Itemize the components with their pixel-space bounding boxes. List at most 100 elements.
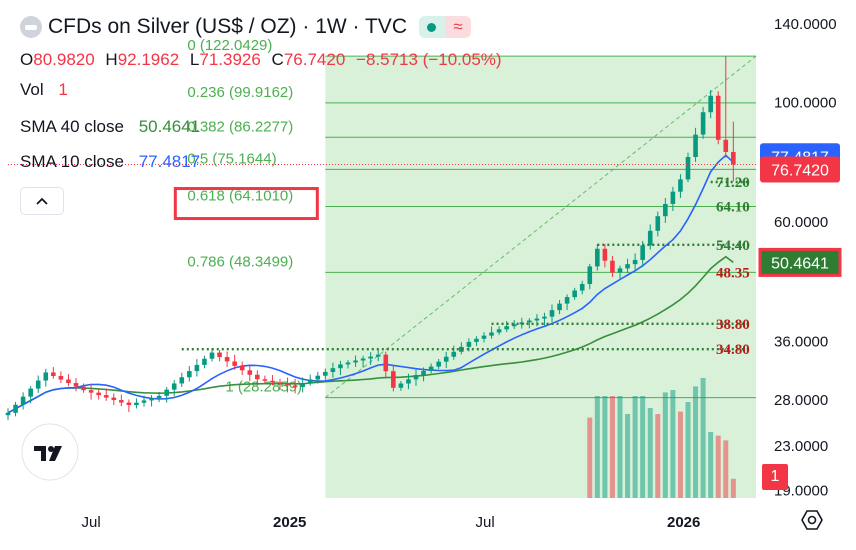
candle-body [360,358,366,361]
scale-mode-badge[interactable]: 1 [762,464,788,490]
candle-body [111,397,117,401]
fib-trendline [325,55,757,398]
candle-body [277,382,283,384]
time-axis-tick: Jul [475,514,494,531]
volume-legend[interactable]: Vol 1 [20,80,68,100]
candle-body [474,338,479,342]
volume-bar [625,414,631,498]
candle-body [564,297,570,304]
candle-body [617,268,623,273]
fib-zone [325,56,756,499]
candle-body [103,395,109,398]
candle-body [255,374,260,380]
candle-body [141,400,147,403]
close-value: 76.7420 [283,50,346,69]
candle-body [202,358,207,365]
candle-body [73,383,79,387]
sma40-legend[interactable]: SMA 40 close 50.4641 [20,117,200,137]
price-badge [760,156,840,183]
sma40-label: SMA 40 close [20,117,124,136]
close-label: C [271,50,284,69]
high-label: H [105,50,118,69]
candle-body [534,318,540,321]
candle-body [632,259,638,265]
sma10-legend[interactable]: SMA 10 close 77.4817 [20,152,200,172]
candle-body [421,370,426,376]
volume-bar [662,392,668,498]
candle-body [655,216,661,231]
volume-bar [602,396,608,498]
time-axis-tick: 2026 [667,514,700,531]
candle-body [247,370,253,375]
volume-bar [587,417,593,498]
candle-body [640,245,645,260]
candle-body [723,139,729,152]
candle-body [149,398,154,401]
fib-level-label: 0.382 (86.2277) [187,118,293,135]
support-level-label: 38.80 [716,317,750,333]
candle-body [587,266,593,285]
fib-level-label: 0.618 (64.1010) [187,188,293,205]
candle-body [179,377,185,384]
candle-body [489,332,494,336]
price-axis-tick: 140.0000 [774,16,837,33]
candle-body [436,361,441,367]
volume-bar [693,386,699,498]
candle-body [610,260,615,273]
candle-body [466,341,472,347]
candle-body [156,395,162,399]
chevron-up-icon [36,197,48,205]
volume-bar [632,396,638,498]
candle-body [406,379,411,384]
collapse-legend-button[interactable] [20,187,64,215]
support-level-label: 48.35 [716,265,750,281]
candle-body [595,248,600,267]
candle-body [678,179,683,192]
open-value: 80.9820 [33,50,95,69]
candle-body [731,151,736,165]
candle-body [383,354,389,372]
candle-body [549,310,555,317]
candle-body [171,383,177,390]
candle-body [96,392,101,396]
candle-body [625,264,630,269]
time-axis-tick: 2025 [273,514,306,531]
fib-highlight-box [173,187,319,221]
candle-body [715,95,721,140]
candle-body [119,400,124,403]
sma10-line [7,154,734,414]
candle-body [292,385,298,387]
candle-body [187,371,192,378]
candle-body [217,352,222,358]
volume-bar [647,408,653,498]
candle-body [693,134,698,158]
candle-body [338,364,343,369]
symbol-title[interactable]: CFDs on Silver (US$ / OZ) · 1W · TVC [48,15,407,38]
volume-bar [685,402,691,498]
symbol-title-row[interactable]: CFDs on Silver (US$ / OZ) · 1W · TVC ≈ [20,15,471,39]
candle-body [413,375,419,380]
candle-body [43,372,49,381]
low-label: L [189,50,200,69]
candle-body [496,329,502,333]
candle-body [285,383,290,386]
tradingview-logo-mark [34,446,46,461]
candle-body [5,412,11,416]
candle-body [579,284,585,291]
candle-body [481,335,487,339]
high-value: 92.1962 [117,50,180,69]
candle-body [443,356,449,362]
volume-bar [594,396,600,498]
candle-body [368,356,373,359]
candle-body [353,360,358,363]
candle-body [315,375,321,380]
open-label: O [20,50,34,69]
low-value: 71.3926 [199,50,261,69]
market-status[interactable]: ≈ [418,16,471,38]
tradingview-logo-slash [49,446,62,461]
chart-settings-icon[interactable] [800,508,824,532]
tradingview-logo-bg [21,423,79,481]
price-badge-label: 76.7420 [771,163,829,180]
volume-bar [700,378,706,498]
